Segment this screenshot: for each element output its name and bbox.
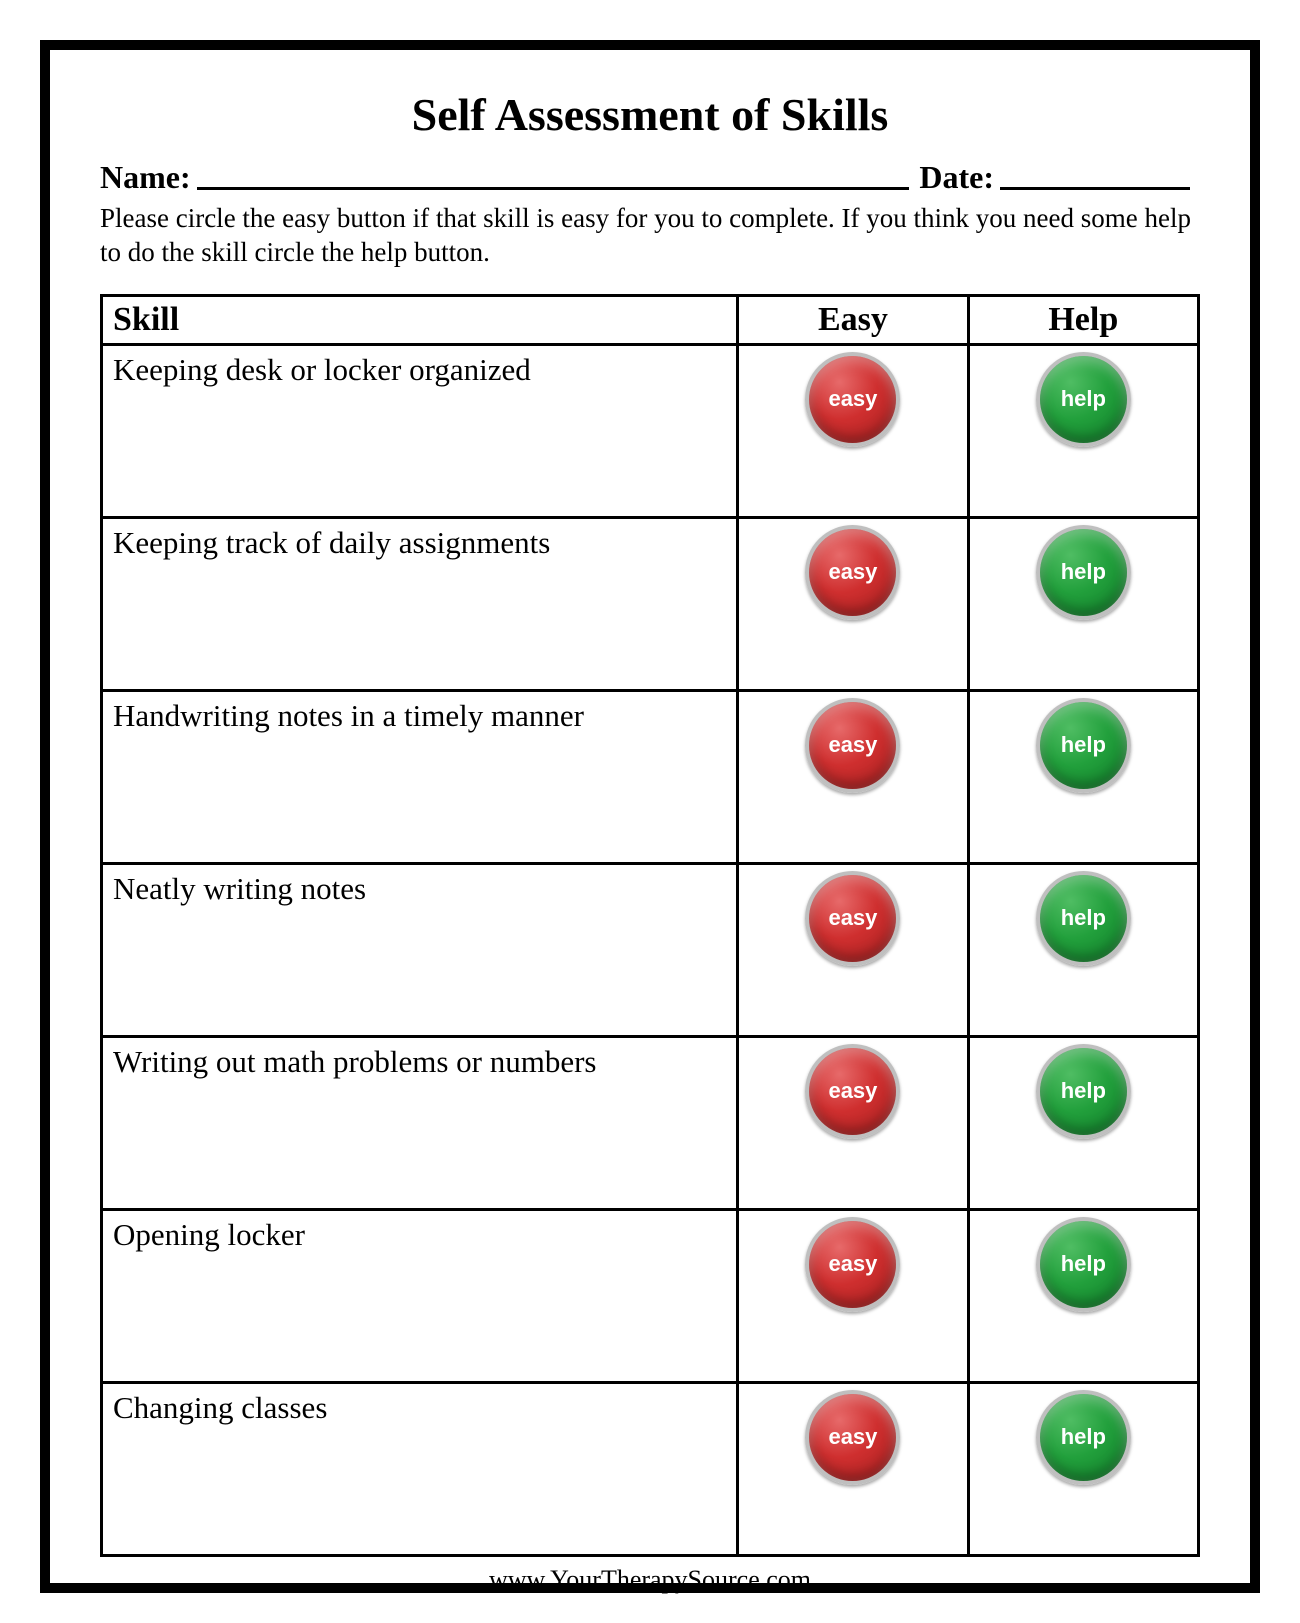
- table-row: Changing classes easy help: [102, 1382, 1199, 1555]
- easy-cell: easy: [738, 690, 968, 863]
- easy-button[interactable]: easy: [805, 525, 900, 620]
- easy-cell: easy: [738, 344, 968, 517]
- easy-button[interactable]: easy: [805, 698, 900, 793]
- name-input-line[interactable]: [197, 186, 910, 190]
- help-button[interactable]: help: [1036, 698, 1131, 793]
- easy-button[interactable]: easy: [805, 1217, 900, 1312]
- help-cell: help: [968, 690, 1198, 863]
- date-label: Date:: [919, 159, 994, 196]
- col-header-help: Help: [968, 295, 1198, 344]
- table-row: Keeping desk or locker organized easy help: [102, 344, 1199, 517]
- skill-cell: Opening locker: [102, 1209, 738, 1382]
- table-header-row: Skill Easy Help: [102, 295, 1199, 344]
- footer-url: www.YourTherapySource.com: [100, 1565, 1200, 1595]
- skills-table: Skill Easy Help Keeping desk or locker o…: [100, 294, 1200, 1557]
- help-cell: help: [968, 344, 1198, 517]
- table-row: Keeping track of daily assignments easy he…: [102, 517, 1199, 690]
- table-row: Opening locker easy help: [102, 1209, 1199, 1382]
- easy-button[interactable]: easy: [805, 352, 900, 447]
- help-cell: help: [968, 517, 1198, 690]
- instructions-text: Please circle the easy button if that sk…: [100, 202, 1200, 270]
- page-title: Self Assessment of Skills: [100, 88, 1200, 141]
- help-cell: help: [968, 1382, 1198, 1555]
- help-cell: help: [968, 863, 1198, 1036]
- name-label: Name:: [100, 159, 191, 196]
- skill-cell: Neatly writing notes: [102, 863, 738, 1036]
- skill-cell: Keeping track of daily assignments: [102, 517, 738, 690]
- help-cell: help: [968, 1036, 1198, 1209]
- table-row: Neatly writing notes easy help: [102, 863, 1199, 1036]
- help-cell: help: [968, 1209, 1198, 1382]
- help-button[interactable]: help: [1036, 1044, 1131, 1139]
- skill-cell: Handwriting notes in a timely manner: [102, 690, 738, 863]
- help-button[interactable]: help: [1036, 525, 1131, 620]
- easy-cell: easy: [738, 863, 968, 1036]
- easy-button[interactable]: easy: [805, 1044, 900, 1139]
- easy-cell: easy: [738, 517, 968, 690]
- date-input-line[interactable]: [1000, 186, 1190, 190]
- page: Self Assessment of Skills Name: Date: Pl…: [0, 0, 1300, 1623]
- easy-button[interactable]: easy: [805, 1390, 900, 1485]
- skill-cell: Writing out math problems or numbers: [102, 1036, 738, 1209]
- col-header-easy: Easy: [738, 295, 968, 344]
- table-row: Handwriting notes in a timely manner easy…: [102, 690, 1199, 863]
- table-row: Writing out math problems or numbers easy…: [102, 1036, 1199, 1209]
- skill-cell: Changing classes: [102, 1382, 738, 1555]
- col-header-skill: Skill: [102, 295, 738, 344]
- easy-button[interactable]: easy: [805, 871, 900, 966]
- help-button[interactable]: help: [1036, 352, 1131, 447]
- name-date-row: Name: Date:: [100, 159, 1200, 196]
- document-frame: Self Assessment of Skills Name: Date: Pl…: [40, 40, 1260, 1593]
- help-button[interactable]: help: [1036, 1217, 1131, 1312]
- easy-cell: easy: [738, 1209, 968, 1382]
- help-button[interactable]: help: [1036, 871, 1131, 966]
- skill-cell: Keeping desk or locker organized: [102, 344, 738, 517]
- easy-cell: easy: [738, 1382, 968, 1555]
- help-button[interactable]: help: [1036, 1390, 1131, 1485]
- easy-cell: easy: [738, 1036, 968, 1209]
